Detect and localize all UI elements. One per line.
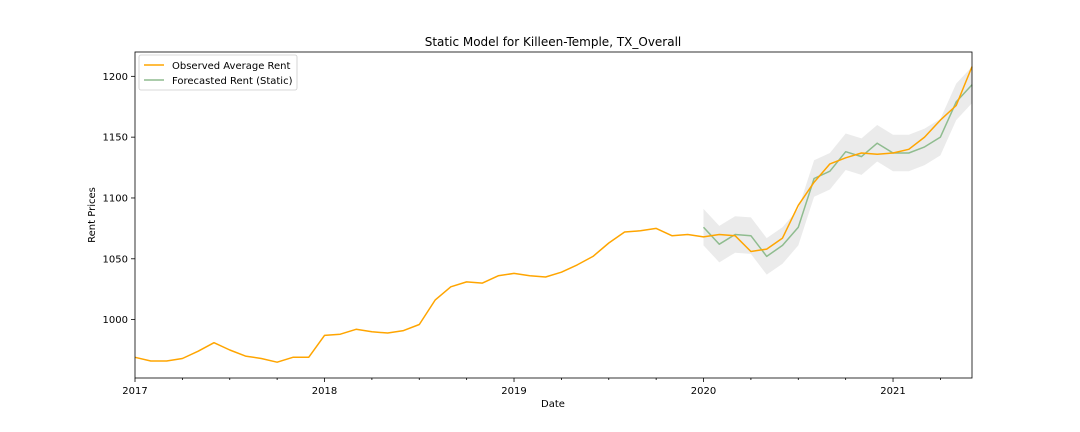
legend-box [138,54,298,91]
legend: Observed Average Rent Forecasted Rent (S… [138,54,298,91]
x-tick-label: 2018 [312,386,337,397]
y-axis: 1000 1050 1100 1150 1200 [103,72,135,326]
y-tick-label: 1100 [103,193,128,204]
legend-label-observed: Observed Average Rent [172,61,291,72]
y-axis-label: Rent Prices [87,187,98,243]
legend-label-forecast: Forecasted Rent (Static) [172,76,293,87]
y-tick-label: 1000 [103,315,128,326]
x-tick-label: 2020 [691,386,716,397]
y-tick-label: 1050 [103,254,128,265]
chart-title: Static Model for Killeen-Temple, TX_Over… [425,35,682,49]
series-lines-layer [134,66,973,363]
confidence-band-layer [703,66,972,275]
x-axis-label: Date [541,399,565,410]
x-tick-label: 2021 [880,386,905,397]
y-tick-label: 1150 [103,133,128,144]
plot-area [134,51,973,379]
observed-rent-line [134,66,973,363]
x-tick-label: 2019 [501,386,526,397]
forecast-confidence-band [703,66,972,275]
x-axis: 2017 2018 2019 2020 2021 [122,378,941,397]
x-tick-label: 2017 [122,386,147,397]
y-tick-label: 1200 [103,72,128,83]
